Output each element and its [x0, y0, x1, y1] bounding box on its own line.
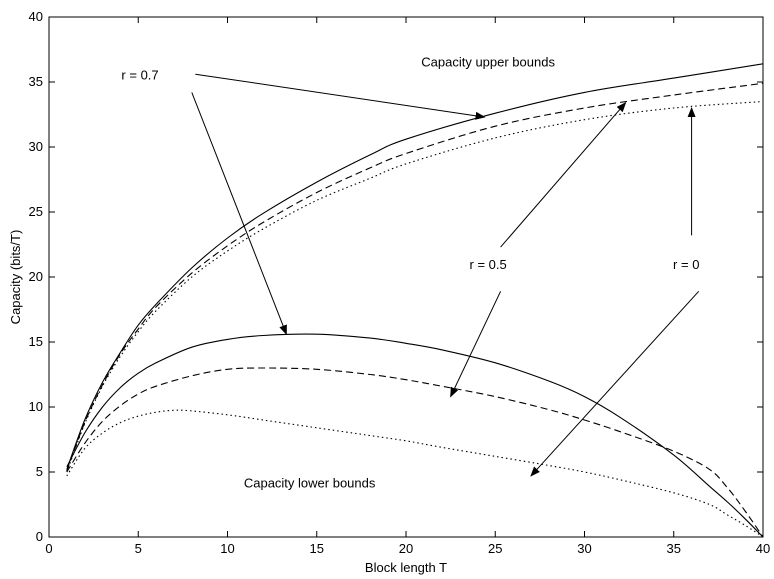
x-tick-label: 30 — [577, 541, 591, 556]
y-tick-label: 10 — [29, 399, 43, 414]
annotation-r05: r = 0.5 — [470, 257, 507, 272]
annotation-r07: r = 0.7 — [121, 67, 158, 82]
plot-frame — [48, 16, 764, 538]
series-line-upper-dotted — [66, 100, 764, 473]
y-tick-label: 40 — [29, 9, 43, 24]
series-line-lower-solid — [66, 333, 764, 538]
y-tick-label: 0 — [36, 529, 43, 544]
x-axis-ticks: 0 5 10 15 20 25 30 35 40 — [45, 17, 770, 556]
x-tick-label: 5 — [135, 541, 142, 556]
y-tick-label: 25 — [29, 204, 43, 219]
y-axis-ticks: 0 5 10 15 20 25 30 35 40 — [29, 9, 763, 544]
x-tick-label: 10 — [220, 541, 234, 556]
series-line-lower-dashed — [66, 367, 764, 538]
y-tick-label: 30 — [29, 139, 43, 154]
x-tick-label: 20 — [399, 541, 413, 556]
y-tick-label: 35 — [29, 74, 43, 89]
series-line-upper-dashed — [66, 82, 764, 471]
y-tick-label: 5 — [36, 464, 43, 479]
y-tick-label: 20 — [29, 269, 43, 284]
y-axis-label: Capacity (bits/T) — [8, 230, 23, 325]
annotation-arrow — [500, 102, 627, 248]
series-line-upper-solid — [66, 63, 764, 470]
annotation-arrow — [530, 290, 700, 477]
annotation-arrow — [191, 92, 287, 336]
x-tick-label: 25 — [488, 541, 502, 556]
annotation-arrow — [450, 291, 502, 398]
annotation-lower: Capacity lower bounds — [244, 476, 376, 491]
annotation-r0: r = 0 — [673, 257, 699, 272]
x-tick-label: 15 — [310, 541, 324, 556]
y-tick-label: 15 — [29, 334, 43, 349]
x-axis-label: Block length T — [365, 560, 447, 575]
arrow-layer — [191, 73, 700, 477]
x-tick-label: 35 — [667, 541, 681, 556]
x-tick-label: 40 — [756, 541, 770, 556]
annotation-layer: Capacity upper bounds Capacity lower boun… — [121, 54, 699, 490]
series-line-lower-dotted — [66, 409, 764, 538]
series-layer — [66, 63, 764, 538]
annotation-upper: Capacity upper bounds — [421, 54, 555, 69]
x-tick-label: 0 — [45, 541, 52, 556]
annotation-arrow — [195, 73, 486, 120]
